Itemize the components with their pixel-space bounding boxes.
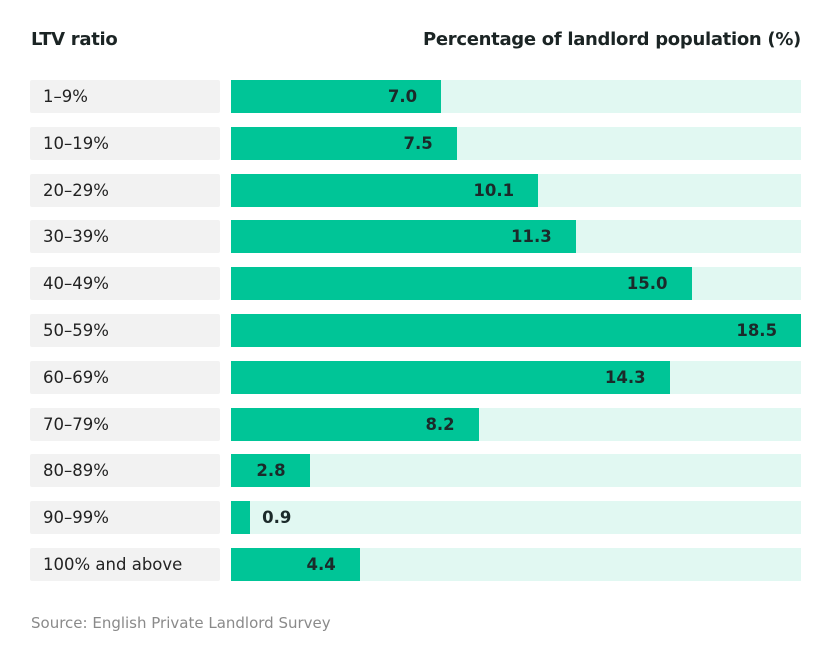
bar-row: 1–9% 7.0: [30, 80, 801, 113]
bar: [231, 126, 457, 160]
data-label: 10.1: [473, 180, 515, 200]
bar-track: 8.2: [231, 407, 801, 441]
bar-row: 30–39% 11.3: [30, 220, 801, 254]
category-label: 10–19%: [30, 126, 220, 160]
bar-track: 14.3: [231, 360, 801, 394]
bar: [231, 360, 670, 394]
bar: [231, 173, 539, 207]
bar: [231, 501, 251, 535]
data-label: 11.3: [510, 227, 552, 247]
bar-row: 20–29% 10.1: [30, 173, 801, 207]
bar-row: 40–49% 15.0: [30, 267, 801, 301]
data-label: 2.8: [256, 461, 286, 481]
data-label: 18.5: [736, 321, 778, 340]
category-label: 60–69%: [30, 360, 220, 394]
bar-track: 4.4: [231, 548, 801, 581]
category-label: 80–89%: [30, 454, 220, 488]
bar: [231, 80, 442, 113]
bar: [231, 454, 310, 488]
bar: [231, 407, 479, 441]
category-label: 30–39%: [30, 220, 220, 254]
data-label: 8.2: [425, 414, 455, 434]
data-label: 7.0: [387, 87, 418, 106]
category-label: 1–9%: [30, 80, 220, 113]
category-header: LTV ratio: [31, 29, 118, 50]
category-label: 40–49%: [30, 267, 220, 301]
bar: [231, 314, 802, 347]
category-label: 20–29%: [30, 173, 220, 207]
bar-track: 11.3: [231, 220, 801, 254]
bar-track: 10.1: [231, 173, 801, 207]
bar-row: 10–19% 7.5: [30, 126, 801, 160]
bar-row: 90–99% 0.9: [30, 501, 801, 535]
source-note: Source: English Private Landlord Survey: [31, 614, 331, 632]
bar-track: 18.5: [231, 314, 802, 347]
bar-row: 50–59% 18.5: [30, 314, 802, 347]
category-label: 50–59%: [30, 314, 220, 347]
data-label: 15.0: [626, 274, 668, 294]
bar-track: 7.0: [231, 80, 801, 113]
bar-track: 0.9: [231, 501, 801, 535]
data-label: 4.4: [306, 555, 336, 574]
category-label: 100% and above: [30, 548, 220, 581]
data-label: 7.5: [403, 133, 433, 153]
value-header: Percentage of landlord population (%): [422, 29, 801, 50]
bar: [231, 548, 360, 581]
bar-row: 80–89% 2.8: [30, 454, 801, 488]
bar: [231, 267, 692, 301]
bar-track: 7.5: [231, 126, 801, 160]
data-label: 14.3: [604, 367, 646, 387]
bar-row: 100% and above 4.4: [30, 548, 801, 581]
category-label: 90–99%: [30, 501, 220, 535]
data-label: 0.9: [262, 508, 292, 528]
bar-track: 2.8: [231, 454, 801, 488]
bar-row: 60–69% 14.3: [30, 360, 801, 394]
bar-track: 15.0: [231, 267, 801, 301]
bar: [231, 220, 576, 254]
category-label: 70–79%: [30, 407, 220, 441]
bar-row: 70–79% 8.2: [30, 407, 801, 441]
